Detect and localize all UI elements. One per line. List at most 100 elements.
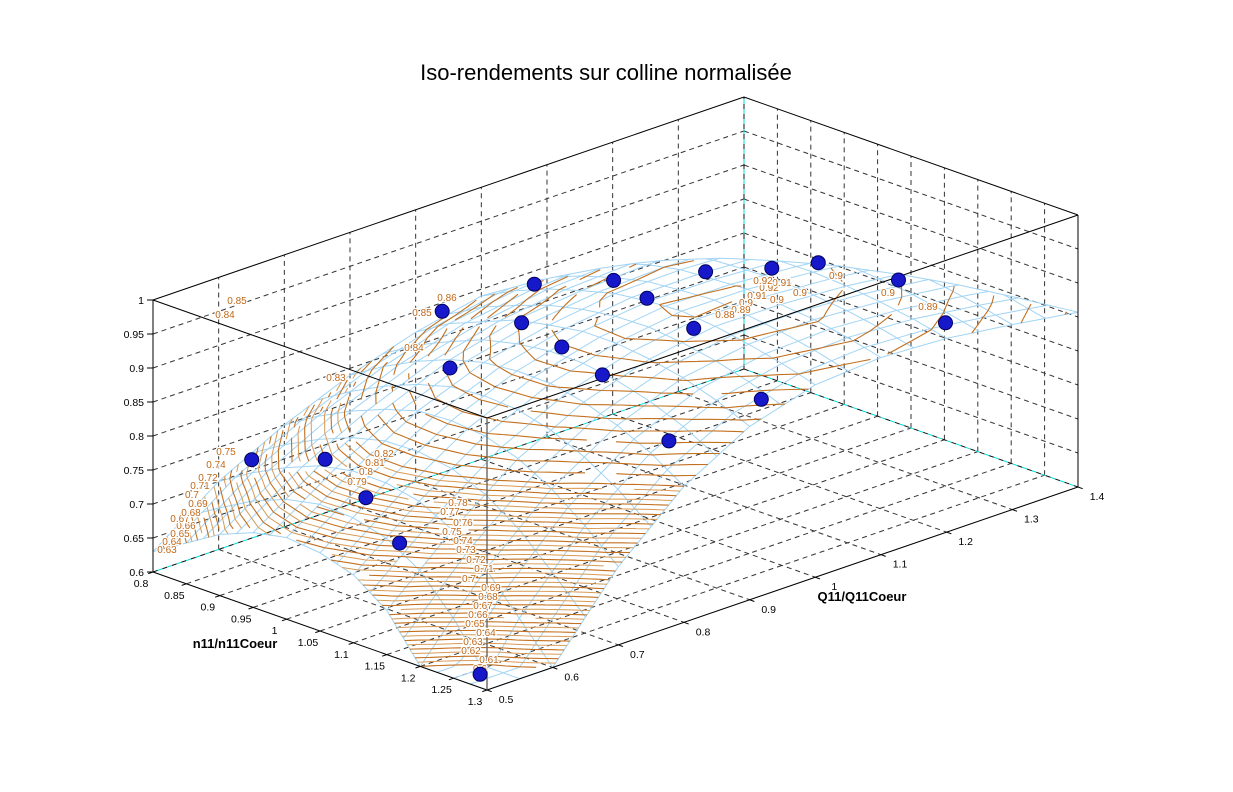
mesh-line-q <box>349 358 685 487</box>
mesh-line-q <box>185 498 520 680</box>
scatter-point <box>594 367 610 383</box>
contour-label: 0.69 <box>481 583 501 594</box>
scatter-point <box>554 339 570 355</box>
contour-line-half <box>297 405 658 520</box>
contour-label: 0.72 <box>466 555 486 566</box>
y-tick-label: 0.5 <box>499 694 514 706</box>
y-tick-mark <box>683 621 689 625</box>
contour-label: 0.71 <box>190 481 210 492</box>
x-tick-label: 1.15 <box>365 661 386 673</box>
scatter-point <box>686 320 702 336</box>
contour-line-half <box>236 464 604 567</box>
contour-label: 0.85 <box>227 296 247 307</box>
x-tick-label: 1.05 <box>298 637 319 649</box>
scatter-point <box>317 451 333 467</box>
x-tick-mark <box>248 606 254 610</box>
mesh-line-q <box>448 304 783 407</box>
box-edge <box>152 299 488 419</box>
contour-label: 0.91 <box>747 291 767 302</box>
x-tick-label: 1.1 <box>334 649 349 661</box>
y-tick-mark <box>815 576 821 580</box>
contour-line <box>161 541 576 633</box>
contour-label: 0.65 <box>170 529 190 540</box>
contour-label: 0.63 <box>463 637 483 648</box>
y-tick-mark <box>552 666 558 670</box>
y-tick-mark <box>618 644 624 648</box>
surface-mesh <box>152 257 1079 691</box>
contour-line-half <box>213 486 607 585</box>
mesh-line-n <box>436 290 989 673</box>
scatter-point <box>392 535 408 551</box>
box-edge <box>743 96 1079 216</box>
contour-label: 0.62 <box>461 646 481 657</box>
hidden-box-edges <box>152 97 1079 573</box>
contour-label: 0.85 <box>412 308 432 319</box>
x-tick-label: 1 <box>272 625 278 637</box>
axis-ticks: 0.8 0.85 0.9 0.95 1 1.05 1.1 1.15 1.2 1.25 1.3 0.5 0… <box>124 295 1105 708</box>
z-tick-label: 0.9 <box>129 363 144 375</box>
contour-label: 0.84 <box>404 343 424 354</box>
floor-gridline <box>286 415 878 620</box>
box-edge <box>486 214 1079 419</box>
y-tick-label: 0.9 <box>761 604 776 616</box>
contour-line <box>415 655 559 660</box>
y-tick-mark <box>486 689 492 693</box>
contour-label: 0.63 <box>157 545 177 556</box>
contour-line-half <box>204 496 602 594</box>
contour-line-half <box>186 521 590 611</box>
mesh-line-n <box>286 257 721 538</box>
y-tick-mark <box>1077 486 1083 490</box>
contour-label: 0.64 <box>476 628 496 639</box>
x-tick-mark <box>482 689 488 693</box>
y-tick-mark <box>880 554 886 557</box>
mesh-line-n <box>336 262 810 565</box>
scatter-point <box>358 490 374 506</box>
contour-label: 0.67 <box>170 514 190 525</box>
z-tick-label: 0.95 <box>124 329 145 341</box>
mesh-line-q <box>218 465 554 668</box>
hidden-edge-dark <box>152 368 745 573</box>
contour-line-half <box>178 537 585 620</box>
contour-label: 0.66 <box>176 521 196 532</box>
contour-line-half <box>310 398 665 511</box>
contour-line-half <box>194 506 596 603</box>
contour-label: 0.74 <box>453 536 473 547</box>
z-tick-label: 0.75 <box>124 465 145 477</box>
contour-line <box>277 430 646 535</box>
contour-label: 0.73 <box>456 545 476 556</box>
contour-label: 0.92 <box>753 276 773 287</box>
contour-label: 0.7 <box>462 574 476 585</box>
contour-line <box>391 317 720 456</box>
contour-label: 0.72 <box>198 473 218 484</box>
contour-line-half <box>223 475 613 576</box>
contour-label: 0.91 <box>772 278 792 289</box>
contour-label: 0.65 <box>465 619 485 630</box>
y-tick-label: 0.7 <box>630 649 645 661</box>
contour-line <box>171 531 582 625</box>
x-tick-mark <box>448 677 454 681</box>
contour-line-half <box>323 381 673 501</box>
contour-line-half <box>157 546 573 638</box>
mesh-line-q <box>1003 294 1046 319</box>
scatter-point <box>764 260 780 276</box>
contour-label: 0.84 <box>215 310 235 321</box>
scatter-point <box>514 315 530 331</box>
contour-line <box>189 511 593 607</box>
axes-box-edges <box>152 96 1079 691</box>
contour-line <box>594 260 843 343</box>
contour-label: 0.68 <box>478 592 498 603</box>
z-tick-label: 1 <box>138 295 144 307</box>
x-tick-label: 0.9 <box>200 602 215 614</box>
scatter-point <box>698 264 714 280</box>
x-tick-label: 1.2 <box>401 672 416 684</box>
contour-line <box>219 486 610 581</box>
contour-label: 0.74 <box>206 460 226 471</box>
y-tick-mark <box>749 599 755 602</box>
x-tick-label: 0.85 <box>164 590 185 602</box>
contour-label: 0.69 <box>188 499 208 510</box>
y-tick-label: 1.2 <box>958 536 973 548</box>
x-tick-label: 0.95 <box>231 613 252 625</box>
y-tick-mark <box>946 531 952 535</box>
contour-label: 0.9 <box>739 298 753 309</box>
